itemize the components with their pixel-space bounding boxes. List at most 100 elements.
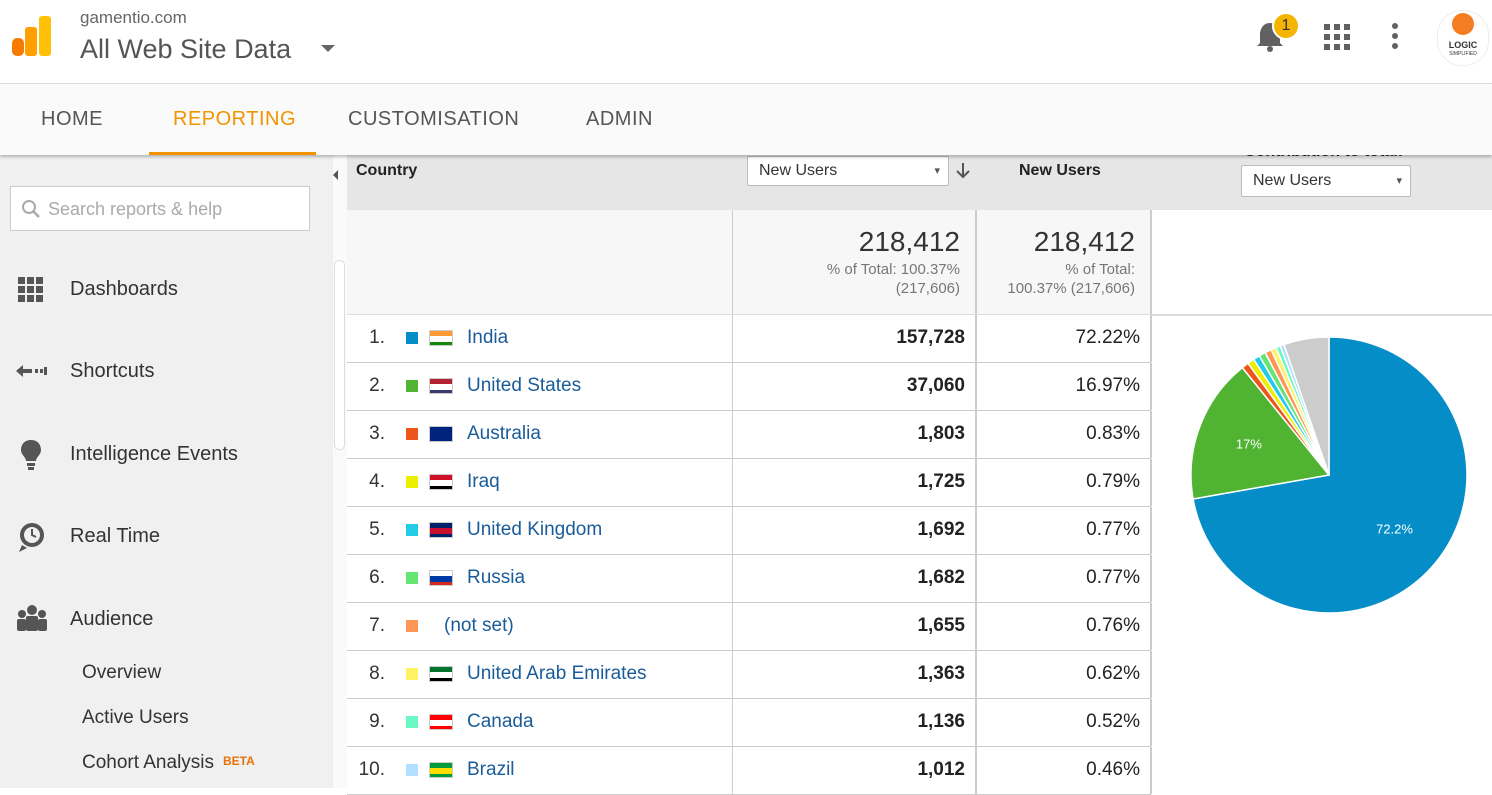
rank: 1. — [369, 327, 385, 348]
table-row: 1. India 157,728 72.22% — [347, 315, 1152, 363]
nav-tab-active[interactable]: REPORTING — [173, 108, 297, 130]
col-divider — [1150, 699, 1152, 746]
rank: 9. — [369, 711, 385, 732]
col-divider — [732, 459, 733, 506]
avatar[interactable]: LOGIC SIMPLIFIED — [1437, 10, 1489, 66]
col-divider — [1150, 507, 1152, 554]
legend-swatch — [406, 524, 418, 536]
col-divider — [975, 459, 977, 506]
dashboards-icon — [18, 277, 43, 302]
menu-item[interactable]: Shortcuts — [70, 360, 155, 382]
country-link[interactable]: Russia — [467, 567, 526, 588]
new-users: 1,725 — [917, 471, 965, 492]
nav-tab[interactable]: CUSTOMISATION — [348, 108, 520, 130]
table-row: 4. Iraq 1,725 0.79% — [347, 459, 1152, 507]
flag-stripe — [430, 480, 452, 486]
col-divider — [975, 651, 977, 698]
rank: 3. — [369, 423, 385, 444]
pie-label: 72.2% — [1376, 521, 1413, 536]
menu-item[interactable]: Real Time — [70, 525, 161, 547]
table-body: 1. India 157,728 72.22% 2. United States 37,06… — [347, 315, 1152, 795]
avatar-text: LOGIC — [1448, 40, 1478, 50]
total-note: 100.37% (217,606) — [1007, 280, 1135, 297]
flag-stripe — [430, 667, 452, 672]
col-divider — [732, 747, 733, 794]
flag-stripe — [430, 582, 452, 585]
legend-swatch — [406, 668, 418, 680]
table-row: 7. (not set) 1,655 0.76% — [347, 603, 1152, 651]
flag-stripe — [430, 331, 452, 336]
flag-stripe — [430, 342, 452, 345]
property-name[interactable]: All Web Site Data — [80, 34, 292, 64]
col-divider — [975, 507, 977, 554]
flag-stripe — [430, 774, 452, 777]
flag-stripe — [430, 763, 452, 768]
share: 0.52% — [1086, 711, 1140, 732]
logo — [12, 16, 51, 56]
more-icon[interactable] — [1390, 22, 1400, 50]
menu-item[interactable]: Audience — [70, 608, 154, 630]
rank: 8. — [369, 663, 385, 684]
col-divider — [1150, 315, 1152, 362]
legend-swatch — [406, 428, 418, 440]
country-link[interactable]: India — [467, 327, 509, 348]
legend-swatch — [406, 332, 418, 344]
nav-tab[interactable]: ADMIN — [586, 108, 653, 130]
country-link[interactable]: United Arab Emirates — [467, 663, 647, 684]
contribution-selector[interactable]: New Users — [1241, 165, 1411, 197]
pie-slice — [1283, 336, 1330, 476]
country-link[interactable]: Iraq — [467, 471, 500, 492]
new-users: 1,692 — [917, 519, 965, 540]
flag-stripe — [430, 715, 452, 720]
rank: 10. — [358, 759, 385, 780]
table-row: 9. Canada 1,136 0.52% — [347, 699, 1152, 747]
apps-icon[interactable] — [1324, 24, 1350, 50]
country-link[interactable]: (not set) — [444, 615, 514, 636]
country-link[interactable]: United Kingdom — [467, 519, 603, 540]
pie-label: 17% — [1236, 436, 1262, 451]
rank: 7. — [369, 615, 385, 636]
search-box[interactable]: Search reports & help — [10, 186, 310, 231]
nav-tab[interactable]: HOME — [41, 108, 103, 130]
share: 0.79% — [1086, 471, 1140, 492]
country-link[interactable]: Canada — [467, 711, 534, 732]
metric-selector[interactable]: New Users — [747, 156, 949, 186]
collapse-arrow[interactable] — [330, 168, 342, 182]
flag — [429, 330, 453, 346]
flag — [429, 714, 453, 730]
table-row: 6. Russia 1,682 0.77% — [347, 555, 1152, 603]
share: 0.46% — [1086, 759, 1140, 780]
submenu-item[interactable]: Overview — [82, 662, 162, 683]
new-users: 1,655 — [917, 615, 965, 636]
flag-stripe — [430, 528, 452, 534]
sort-arrow[interactable] — [955, 161, 971, 181]
menu-item[interactable]: Intelligence Events — [70, 443, 238, 465]
realtime-icon — [19, 523, 44, 552]
col-divider — [1150, 411, 1152, 458]
country-link[interactable]: Australia — [467, 423, 541, 444]
submenu-item[interactable]: Cohort Analysis — [82, 752, 215, 773]
table-row: 2. United States 37,060 16.97% — [347, 363, 1152, 411]
flag — [429, 426, 453, 442]
avatar-text: SIMPLIFIED — [1449, 51, 1477, 57]
flag-stripe — [430, 427, 452, 432]
flag — [429, 522, 453, 538]
flag-stripe — [430, 438, 452, 441]
country-link[interactable]: Brazil — [467, 759, 515, 780]
search-icon — [22, 200, 40, 218]
notification-badge: 1 — [1272, 12, 1300, 40]
pie-chart: 72.2% 17% — [1190, 336, 1468, 614]
rank: 6. — [369, 567, 385, 588]
flag — [429, 378, 453, 394]
sidebar: Search reports & help Dashboards Shortcu… — [0, 155, 333, 788]
scroll-thumb[interactable] — [334, 260, 345, 450]
submenu-item[interactable]: Active Users — [82, 707, 189, 728]
menu-item[interactable]: Dashboards — [70, 278, 178, 300]
country-link[interactable]: United States — [467, 375, 582, 396]
legend-swatch — [406, 764, 418, 776]
flag-stripe — [430, 475, 452, 480]
flag — [429, 570, 453, 586]
total-value: 218,412 — [1033, 226, 1135, 257]
table-header: Country New Users New Users Contribution… — [347, 143, 1492, 210]
